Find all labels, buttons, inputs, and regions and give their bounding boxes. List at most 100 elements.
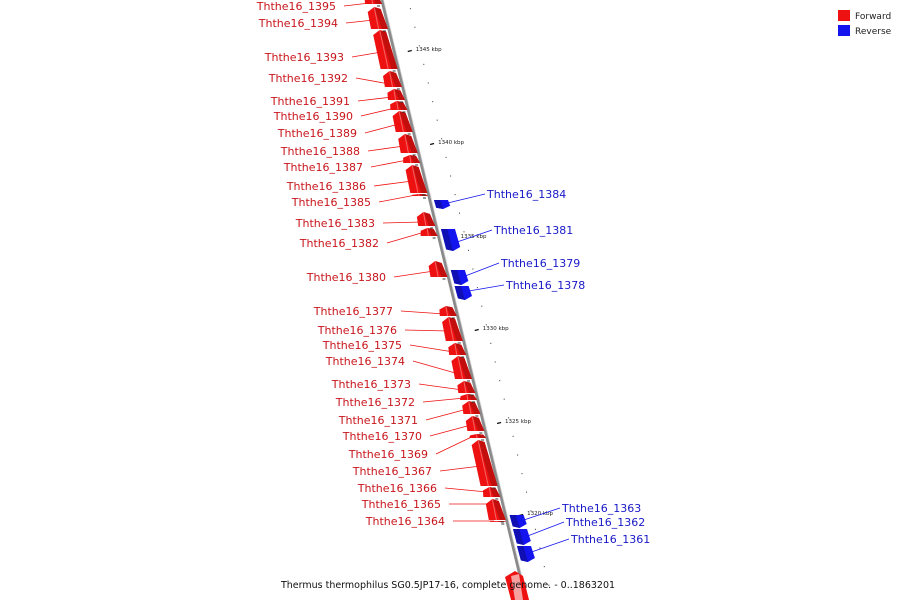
label-leader-line bbox=[531, 538, 570, 553]
forward-gene-block[interactable] bbox=[416, 211, 436, 227]
gene-label[interactable]: Ththe16_1388 bbox=[280, 145, 360, 158]
legend: Forward Reverse bbox=[838, 10, 892, 37]
scale-ticks: 1345 kbp 1340 kbp 1335 kbp 1330 kbp 1325 kbp… bbox=[407, 47, 554, 517]
gene-body-shade bbox=[434, 200, 444, 209]
scale-tick-mark bbox=[496, 421, 502, 425]
minor-tick-dot bbox=[445, 156, 447, 158]
forward-gene-block[interactable] bbox=[485, 498, 506, 521]
forward-gene-block[interactable] bbox=[403, 154, 421, 164]
gene-label[interactable]: Ththe16_1379 bbox=[500, 257, 580, 270]
gene-label[interactable]: Ththe16_1393 bbox=[264, 51, 344, 64]
gene-body-shade bbox=[476, 434, 487, 438]
reverse-gene-block[interactable] bbox=[517, 546, 535, 562]
gene-body-highlight bbox=[445, 305, 448, 317]
gene-body-highlight bbox=[396, 100, 399, 111]
gene-body-shade bbox=[396, 101, 408, 110]
gene-label[interactable]: Ththe16_1371 bbox=[338, 414, 418, 427]
gene-label[interactable]: Ththe16_1365 bbox=[361, 498, 441, 511]
minor-tick-dot bbox=[494, 361, 496, 363]
forward-gene-block[interactable] bbox=[373, 29, 398, 70]
minor-tick-dot bbox=[441, 138, 443, 140]
reverse-gene-block[interactable] bbox=[441, 229, 461, 251]
gene-label[interactable]: Ththe16_1364 bbox=[365, 515, 445, 528]
gene-body-shade bbox=[489, 487, 501, 497]
forward-gene-block[interactable] bbox=[383, 70, 402, 88]
gene-body-highlight bbox=[477, 439, 489, 487]
gene-label[interactable]: Ththe16_1390 bbox=[273, 110, 353, 123]
forward-gene-block[interactable] bbox=[405, 164, 428, 194]
label-leader-line bbox=[364, 123, 399, 134]
forward-gene-block[interactable] bbox=[442, 316, 463, 342]
forward-gene-block[interactable] bbox=[469, 433, 487, 439]
gene-body-highlight bbox=[398, 110, 404, 133]
gene-label[interactable]: Ththe16_1378 bbox=[505, 279, 585, 292]
gene-body-highlight bbox=[468, 400, 472, 415]
gene-label[interactable]: Ththe16_1375 bbox=[322, 339, 402, 352]
gene-label[interactable]: Ththe16_1385 bbox=[291, 196, 371, 209]
label-leader-line bbox=[404, 329, 449, 332]
gene-label[interactable]: Ththe16_1383 bbox=[295, 217, 375, 230]
forward-gene-block[interactable] bbox=[462, 400, 481, 415]
forward-gene-block[interactable] bbox=[420, 227, 438, 237]
gene-label[interactable]: Ththe16_1374 bbox=[325, 355, 405, 368]
forward-gene-block[interactable] bbox=[471, 439, 498, 487]
minor-tick-dot bbox=[409, 8, 411, 10]
gene-label[interactable]: Ththe16_1372 bbox=[335, 396, 415, 409]
reverse-gene-block[interactable] bbox=[454, 286, 472, 300]
gene-body-shade bbox=[454, 286, 465, 300]
reverse-gene-block[interactable] bbox=[450, 270, 469, 285]
reverse-gene-block[interactable] bbox=[513, 529, 531, 545]
forward-gene-block[interactable] bbox=[392, 110, 413, 133]
gene-label[interactable]: Ththe16_1381 bbox=[493, 224, 573, 237]
forward-gene-block[interactable] bbox=[428, 260, 448, 278]
forward-gene-block[interactable] bbox=[460, 393, 477, 401]
gene-label[interactable]: Ththe16_1369 bbox=[348, 448, 428, 461]
gene-label[interactable]: Ththe16_1387 bbox=[283, 161, 363, 174]
gene-label[interactable]: Ththe16_1377 bbox=[313, 305, 393, 318]
gene-label[interactable]: Ththe16_1382 bbox=[299, 237, 379, 250]
forward-gene-block[interactable] bbox=[505, 571, 530, 600]
gene-label[interactable]: Ththe16_1362 bbox=[565, 516, 645, 529]
gene-body-shade bbox=[468, 401, 481, 414]
gene-label[interactable]: Ththe16_1363 bbox=[561, 502, 641, 515]
minor-tick-dot bbox=[427, 82, 429, 84]
scale-tick-mark bbox=[407, 49, 412, 53]
minor-tick-dot bbox=[503, 398, 505, 400]
gene-label[interactable]: Ththe16_1366 bbox=[357, 482, 437, 495]
label-leader-line bbox=[355, 77, 390, 85]
forward-gene-block[interactable] bbox=[367, 6, 388, 30]
gene-label[interactable]: Ththe16_1376 bbox=[317, 324, 397, 337]
gene-label[interactable]: Ththe16_1373 bbox=[331, 378, 411, 391]
label-leader-line bbox=[429, 424, 472, 437]
genome-axis-highlight bbox=[383, 0, 528, 600]
gene-label[interactable]: Ththe16_1391 bbox=[270, 95, 350, 108]
gene-label[interactable]: Ththe16_1389 bbox=[277, 127, 357, 140]
reverse-gene-block[interactable] bbox=[434, 200, 451, 209]
gene-track bbox=[364, 0, 535, 600]
gene-body-shade bbox=[457, 356, 472, 379]
gene-label[interactable]: Ththe16_1392 bbox=[268, 72, 348, 85]
gene-label[interactable]: Ththe16_1370 bbox=[342, 430, 422, 443]
reverse-gene-block[interactable] bbox=[509, 515, 527, 528]
gene-label[interactable]: Ththe16_1380 bbox=[306, 271, 386, 284]
gene-label[interactable]: Ththe16_1394 bbox=[258, 17, 338, 30]
minor-tick-dot bbox=[418, 45, 420, 47]
gene-label[interactable]: Ththe16_1395 bbox=[256, 0, 336, 13]
forward-gene-block[interactable] bbox=[465, 415, 485, 432]
gene-label[interactable]: Ththe16_1386 bbox=[286, 180, 366, 193]
minor-tick-dot bbox=[472, 268, 474, 270]
label-leader-line bbox=[439, 465, 481, 472]
forward-gene-block[interactable] bbox=[439, 305, 457, 317]
gene-body-highlight bbox=[411, 164, 419, 194]
label-leader-line bbox=[351, 51, 382, 58]
forward-gene-block[interactable] bbox=[482, 486, 501, 498]
gene-label[interactable]: Ththe16_1361 bbox=[570, 533, 650, 546]
gene-body-highlight bbox=[404, 133, 409, 154]
gene-label[interactable]: Ththe16_1384 bbox=[486, 188, 566, 201]
gene-body-highlight bbox=[371, 0, 374, 5]
forward-gene-block[interactable] bbox=[398, 133, 418, 154]
gene-label[interactable]: Ththe16_1367 bbox=[352, 465, 432, 478]
gene-body-highlight bbox=[471, 415, 476, 432]
label-leader-line bbox=[425, 408, 468, 421]
minor-tick-dot bbox=[517, 454, 519, 456]
